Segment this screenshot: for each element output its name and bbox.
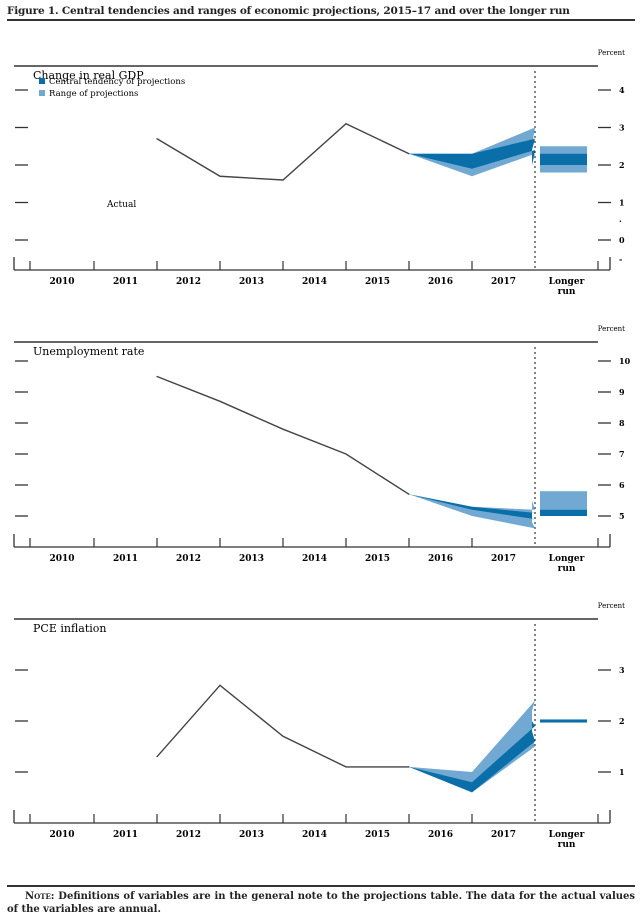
panel2-y-tick-label: 6 (619, 480, 625, 490)
panel1-x-label: 2012 (176, 277, 201, 287)
panel3-x-label: 2013 (239, 830, 264, 840)
panel1-unit-label: Percent (598, 49, 625, 57)
panel3-y-tick-label: 2 (619, 716, 625, 726)
panel1-title: Change in real GDP (33, 69, 144, 82)
panel2-range-band (409, 494, 535, 529)
panel3-title: PCE inflation (33, 622, 107, 635)
panel1-actual-line (156, 122, 410, 181)
panel2-y-tick-label: 9 (619, 387, 625, 397)
panel3-actual-line (156, 684, 409, 768)
panel1-y-tick-label: 3 (619, 123, 625, 133)
panel3-actual-point (408, 766, 410, 768)
panel1-central-tendency-band (409, 138, 535, 169)
panel2-actual-point (345, 453, 347, 455)
panel2-y-tick-label: 7 (619, 449, 625, 459)
panel3-x-label: 2016 (428, 830, 453, 840)
panel3-x-label: 2010 (49, 830, 74, 840)
legend-label-central: Central tendency of projections (49, 77, 185, 87)
panel2-x-label: 2012 (176, 554, 201, 564)
panel2-x-label: 2017 (491, 554, 516, 564)
panel2-y-tick-label: 5 (619, 511, 625, 521)
panel3-x-label: 2012 (176, 830, 201, 840)
title-rule (7, 19, 635, 21)
panel3-y-tick-label: 3 (619, 665, 625, 675)
panel3-longer-run-central (540, 719, 587, 723)
panel2-x-label: 2013 (239, 554, 264, 564)
panel3-actual-point (345, 766, 347, 768)
panel3-actual-point (219, 684, 221, 686)
panel2-title: Unemployment rate (33, 345, 144, 358)
panel3-x-label-longer: Longer (549, 830, 585, 840)
panel1-actual-point (282, 179, 284, 181)
panel2-central-tendency-band (409, 494, 535, 520)
legend-swatch-range (39, 90, 45, 96)
panel3-actual-point (282, 735, 284, 737)
panel1-annotation-actual: Actual (106, 200, 136, 210)
panel1-x-label-run: run (558, 287, 576, 297)
panel1-actual-point (408, 153, 410, 155)
panel1-actual-point (156, 138, 158, 140)
panel2-x-label: 2016 (428, 554, 453, 564)
panel1-actual-point (345, 123, 347, 125)
panel3-actual-point (156, 756, 158, 758)
legend-swatch-central (39, 78, 45, 84)
panel1-x-label: 2010 (49, 277, 74, 287)
panel1-minor-dash: - (619, 254, 622, 264)
figure-note: Note: Definitions of variables are in th… (7, 890, 635, 916)
panel1-actual-point (219, 175, 221, 177)
panel3-x-label: 2015 (365, 830, 390, 840)
panel2-actual-point (156, 375, 158, 378)
panel2-x-label: 2014 (302, 554, 327, 564)
panel1-y-tick-label: 0 (619, 235, 625, 245)
panel1-y-tick-label: 2 (619, 160, 625, 170)
panel1-x-label: 2013 (239, 277, 264, 287)
note-rule (7, 885, 635, 887)
panel2-x-label: 2015 (365, 554, 390, 564)
panel2-actual-point (282, 428, 284, 430)
panel1-minor-dot: · (619, 216, 622, 226)
panel2-unit-label: Percent (598, 325, 625, 333)
panel2-longer-run-central (540, 509, 587, 516)
panel2-y-tick-label: 8 (619, 418, 625, 428)
panel3-x-label: 2011 (113, 830, 138, 840)
panel3-y-tick-label: 1 (619, 767, 625, 777)
panel1-x-label-longer: Longer (549, 277, 585, 287)
panel3-x-label: 2014 (302, 830, 327, 840)
panel1-x-label: 2011 (113, 277, 138, 287)
legend-label-range: Range of projections (49, 89, 138, 99)
panel1-x-label: 2015 (365, 277, 390, 287)
panel1-x-label: 2014 (302, 277, 327, 287)
panel1-longer-run-central (540, 153, 587, 165)
panel2-x-label-run: run (558, 564, 576, 574)
panel2-x-label: 2011 (113, 554, 138, 564)
panel1-y-tick-label: 1 (619, 198, 625, 208)
panel3-unit-label: Percent (598, 602, 625, 610)
panel3-x-label-run: run (558, 840, 576, 850)
panel2-x-label: 2010 (49, 554, 74, 564)
figure-title: Figure 1. Central tendencies and ranges … (7, 5, 570, 17)
panel3-x-label: 2017 (491, 830, 516, 840)
panel2-actual-point (408, 493, 410, 495)
note-label: Note: (25, 891, 55, 902)
panel2-x-label-longer: Longer (549, 554, 585, 564)
panel3-range-band (409, 700, 535, 793)
panel1-y-tick-label: 4 (619, 85, 625, 95)
note-text: Definitions of variables are in the gene… (7, 891, 636, 915)
panel2-y-tick-label: 10 (619, 356, 631, 366)
panel2-actual-point (219, 400, 221, 402)
panel3-central-tendency-band (409, 721, 535, 793)
panel2-actual-line (156, 375, 410, 495)
panel1-range-band (409, 127, 535, 177)
panel1-x-label: 2016 (428, 277, 453, 287)
panel1-x-label: 2017 (491, 277, 516, 287)
